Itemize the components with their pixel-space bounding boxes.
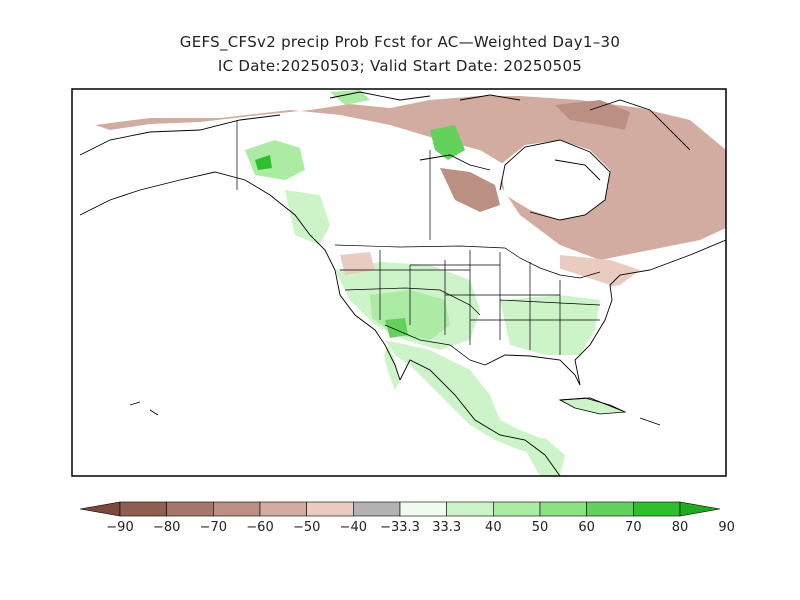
colorbar-tick-label: −40	[340, 520, 367, 535]
colorbar-tick-label: 50	[532, 520, 549, 535]
colorbar-box	[259, 501, 307, 517]
colorbar-left-arrow	[79, 501, 121, 517]
colorbar-box	[119, 501, 167, 517]
green-area-arctic	[330, 90, 370, 105]
colorbar-box	[213, 501, 261, 517]
colorbar-box	[633, 501, 681, 517]
borders	[236, 120, 601, 366]
colorbar-box	[586, 501, 634, 517]
colorbar-tick-label: 70	[625, 520, 642, 535]
map-frame	[71, 88, 727, 477]
coastlines	[79, 91, 726, 476]
colorbar-tick-label: −60	[246, 520, 273, 535]
baja	[384, 345, 400, 390]
colorbar-tick-label: 40	[485, 520, 502, 535]
green-area-yukon-core	[255, 155, 272, 170]
colorbar-right-arrow	[679, 501, 721, 517]
colorbar-box	[399, 501, 447, 517]
green-area-southwest-core	[385, 318, 408, 338]
colorbar-box	[306, 501, 354, 517]
colorbar-box	[493, 501, 541, 517]
forecast-map	[71, 88, 727, 477]
colorbar-box	[166, 501, 214, 517]
green-area-bc	[285, 190, 330, 245]
colorbar-tick-label: 60	[578, 520, 595, 535]
colorbar-tick-label: −90	[106, 520, 133, 535]
colorbar-tick-label: −50	[293, 520, 320, 535]
colorbar-tick-label: 80	[672, 520, 689, 535]
colorbar-tick-label: −80	[153, 520, 180, 535]
green-area-yukon	[245, 140, 305, 180]
gulf-of-mexico	[485, 358, 575, 405]
map-title: GEFS_CFSv2 precip Prob Fcst for AC—Weigh…	[179, 33, 621, 51]
colorbar-tick-label: −70	[200, 520, 227, 535]
hudson-bay	[500, 140, 610, 220]
brown-area-northwest-us	[340, 252, 375, 275]
brown-area-hudson	[555, 100, 630, 130]
green-area-east-us	[500, 295, 600, 355]
colorbar-tick-label: 33.3	[432, 520, 461, 535]
colorbar-tick-label: −33.3	[380, 520, 420, 535]
land-mexico	[385, 340, 545, 455]
colorbar-box	[353, 501, 401, 517]
colorbar-tick-label: 90	[718, 520, 735, 535]
green-area-nunavut	[430, 125, 465, 160]
brown-area-north	[95, 96, 726, 260]
colorbar-box	[446, 501, 494, 517]
brown-area-core	[440, 168, 500, 212]
colorbar-box	[539, 501, 587, 517]
map-subtitle: IC Date:20250503; Valid Start Date: 2025…	[217, 57, 583, 75]
